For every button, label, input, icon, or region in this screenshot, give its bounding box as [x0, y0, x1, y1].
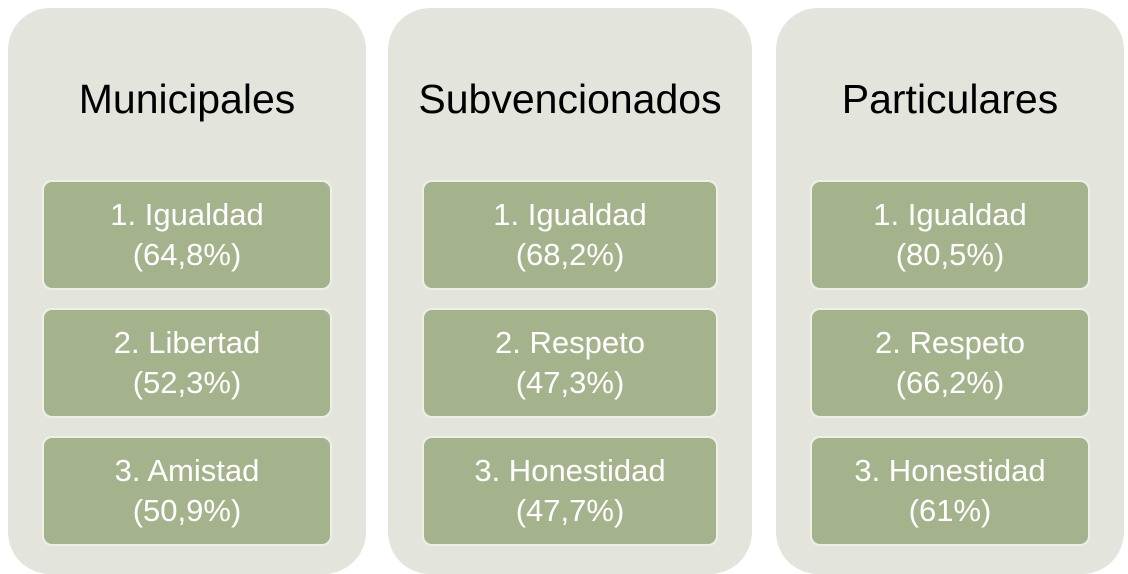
- item-value: (52,3%): [132, 365, 242, 400]
- item-label: 2. Libertad: [113, 325, 261, 360]
- item-label: 3. Honestidad: [474, 453, 666, 488]
- column: Municipales 1. Igualdad (64,8%) 2. Libertad…: [8, 8, 366, 574]
- item-value: (47,3%): [515, 365, 625, 400]
- item-label: 2. Respeto: [495, 325, 645, 360]
- item-label: 1. Igualdad: [110, 197, 264, 232]
- item-box: 1. Igualdad (80,5%): [810, 180, 1090, 290]
- item-box: 2. Respeto (47,3%): [422, 308, 718, 418]
- column-title: Subvencionados: [418, 76, 722, 122]
- item-box: 2. Libertad (52,3%): [42, 308, 332, 418]
- item-box: 3. Amistad (50,9%): [42, 436, 332, 546]
- item-label: 2. Respeto: [875, 325, 1025, 360]
- item-value: (61%): [908, 493, 992, 528]
- item-label: 1. Igualdad: [493, 197, 647, 232]
- item-value: (68,2%): [515, 237, 625, 272]
- item-box: 1. Igualdad (68,2%): [422, 180, 718, 290]
- item-label: 3. Amistad: [114, 453, 260, 488]
- item-box: 2. Respeto (66,2%): [810, 308, 1090, 418]
- item-value: (47,7%): [515, 493, 625, 528]
- item-label: 3. Honestidad: [854, 453, 1046, 488]
- item-label: 1. Igualdad: [873, 197, 1027, 232]
- item-value: (50,9%): [132, 493, 242, 528]
- item-box: 3. Honestidad (47,7%): [422, 436, 718, 546]
- item-value: (80,5%): [895, 237, 1005, 272]
- item-box: 3. Honestidad (61%): [810, 436, 1090, 546]
- column: Subvencionados 1. Igualdad (68,2%) 2. Respe…: [388, 8, 752, 574]
- column-title: Municipales: [78, 76, 296, 122]
- item-value: (66,2%): [895, 365, 1005, 400]
- column-title: Particulares: [841, 76, 1059, 122]
- item-box: 1. Igualdad (64,8%): [42, 180, 332, 290]
- column: Particulares 1. Igualdad (80,5%) 2. Respeto…: [776, 8, 1124, 574]
- item-value: (64,8%): [132, 237, 242, 272]
